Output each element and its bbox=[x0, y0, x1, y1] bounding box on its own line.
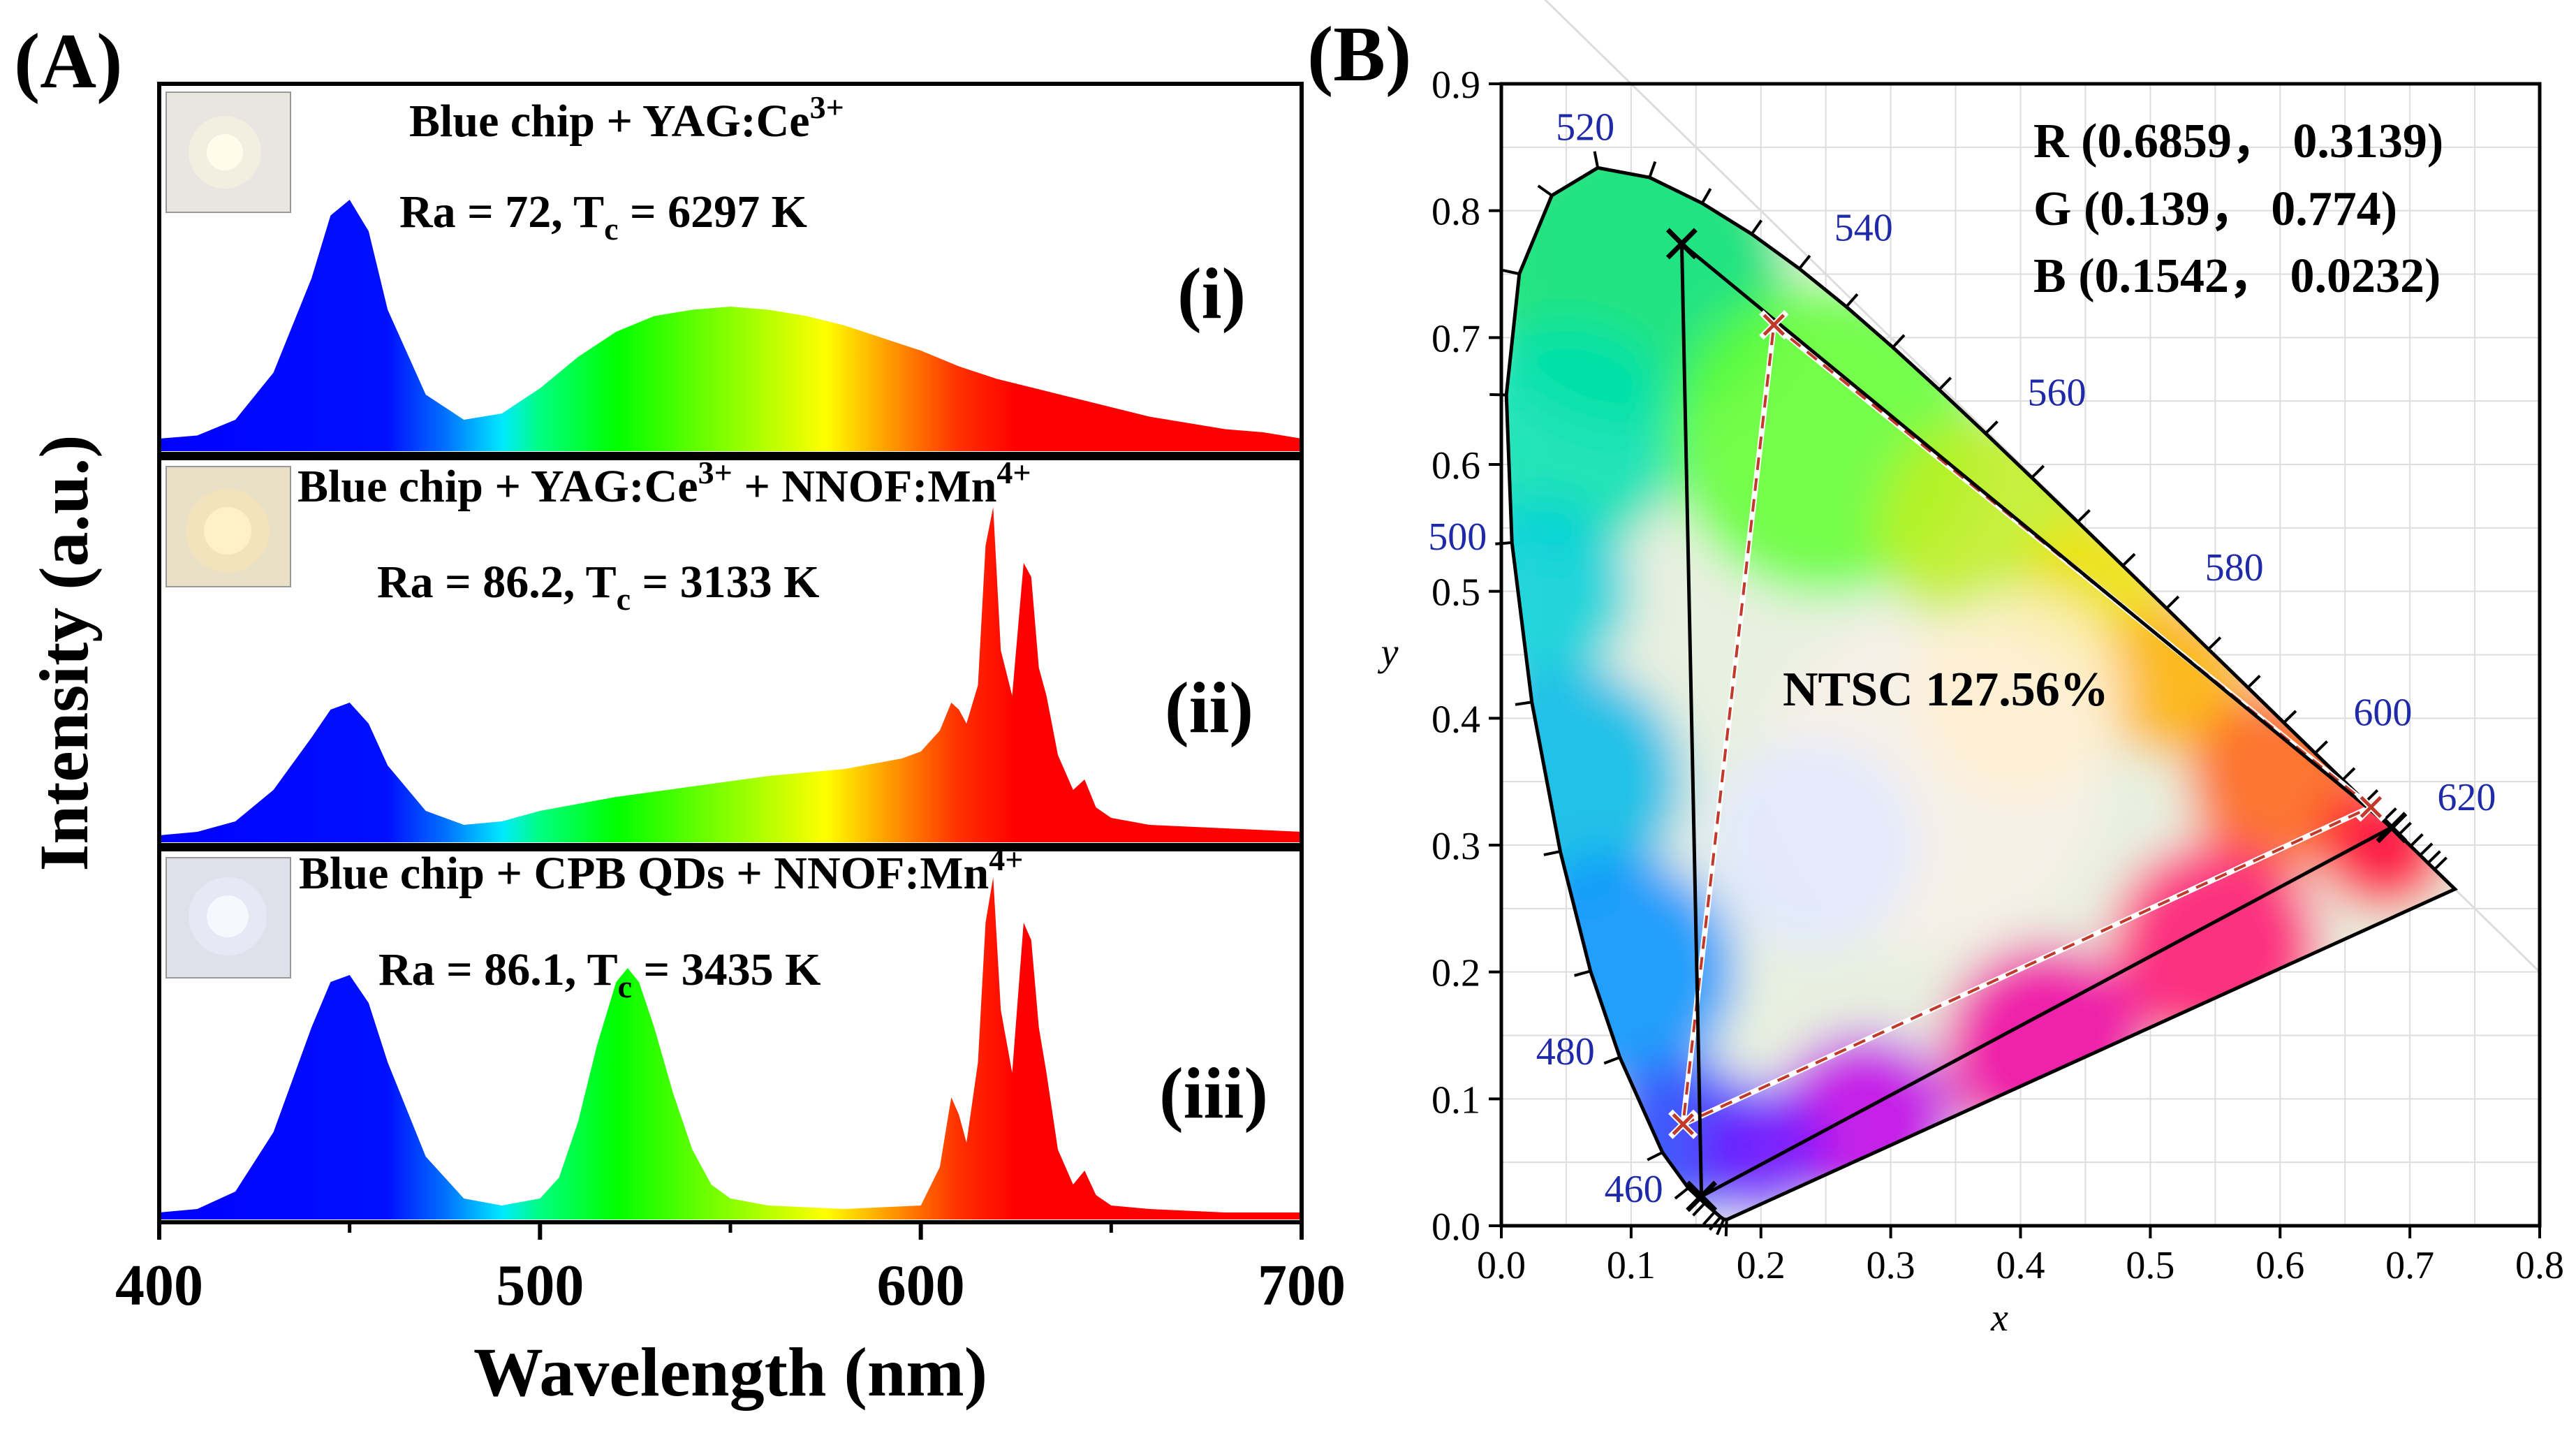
locus-wavelength-ticks bbox=[1489, 151, 2448, 1237]
spectrum-x-tick-label: 500 bbox=[496, 1253, 584, 1318]
spectrum-y-label: Intensity (a.u.) bbox=[25, 434, 103, 871]
spectrum-iii-area bbox=[159, 877, 1302, 1219]
sample-vertex-marker bbox=[1665, 228, 1698, 260]
gamut-triangles bbox=[1665, 228, 2408, 1212]
cie-x-tick-label: 0.6 bbox=[2255, 1244, 2304, 1287]
cie-x-tick-label: 0.7 bbox=[2385, 1244, 2434, 1287]
locus-wavelength-labels: 520 540 560 580 600 620 500 480 460 bbox=[1428, 105, 2496, 1211]
panel-a: (A) Blue chip + YAG:Ce3+ Ra = 72, Tc = 6… bbox=[14, 18, 1346, 1411]
cie-x-tick-label: 0.8 bbox=[2515, 1244, 2564, 1287]
spectrum-iii-title: Blue chip + CPB QDs + NNOF:Mn4+ bbox=[299, 842, 1023, 899]
cie-y-label: y bbox=[1378, 631, 1399, 675]
spectrum-x-tick-label: 700 bbox=[1258, 1253, 1346, 1318]
cie-y-tick-label: 0.4 bbox=[1431, 698, 1480, 741]
locus-wavelength-label: 600 bbox=[2353, 691, 2412, 734]
cie-x-tick-label: 0.1 bbox=[1607, 1244, 1656, 1287]
spectrum-iii-roman: (iii) bbox=[1159, 1053, 1268, 1134]
coord-r: R (0.6859， 0.3139) bbox=[2033, 115, 2443, 168]
cie-axes: 0.0 0.1 0.2 0.3 0.4 0.5 0.6 0.7 0.8 0.0 0.1 0.2 0.3 0… bbox=[1431, 64, 2564, 1287]
spectrum-frame-i bbox=[157, 82, 1304, 456]
spectrum-i-roman: (i) bbox=[1177, 254, 1246, 334]
spectrum-i-title: Blue chip + YAG:Ce3+ bbox=[409, 89, 844, 147]
spectrum-ii-area bbox=[159, 507, 1302, 842]
coord-g: G (0.139， 0.774) bbox=[2033, 182, 2397, 236]
led-photo-iii bbox=[165, 857, 291, 979]
sample-triangle bbox=[1679, 240, 2395, 1200]
cie-x-label: x bbox=[1990, 1296, 2008, 1340]
locus-wavelength-label: 580 bbox=[2205, 546, 2264, 589]
cie-x-tick-label: 0.4 bbox=[1996, 1244, 2045, 1287]
spectrum-iii-ra: Ra = 86.1, Tc = 3435 K bbox=[378, 944, 820, 1004]
cie-y-tick-label: 0.8 bbox=[1431, 191, 1480, 234]
cie-x-tick-label: 0.0 bbox=[1477, 1244, 1526, 1287]
ntsc-vertex-marker bbox=[1672, 1113, 1694, 1136]
spectra-fills bbox=[159, 200, 1302, 1219]
coord-b: B (0.1542， 0.0232) bbox=[2033, 249, 2441, 303]
spectrum-x-axis: 400 500 600 700 bbox=[115, 1222, 1346, 1318]
rgb-coordinates: R (0.6859， 0.3139) G (0.139， 0.774) B (0… bbox=[2033, 115, 2443, 303]
spectrum-x-label: Wavelength (nm) bbox=[473, 1333, 987, 1411]
cie-x-tick-label: 0.5 bbox=[2126, 1244, 2174, 1287]
panel-a-label: (A) bbox=[14, 18, 122, 105]
locus-wavelength-label: 540 bbox=[1834, 207, 1893, 250]
ntsc-vertex-marker bbox=[1762, 314, 1786, 336]
ntsc-label: NTSC 127.56% bbox=[1783, 663, 2109, 717]
spectrum-frame-ii bbox=[157, 456, 1304, 847]
led-photo-ii bbox=[165, 466, 291, 587]
cie-y-tick-label: 0.0 bbox=[1431, 1206, 1480, 1249]
cie-y-tick-label: 0.5 bbox=[1431, 571, 1480, 615]
locus-wavelength-label: 480 bbox=[1536, 1030, 1595, 1073]
locus-wavelength-label: 520 bbox=[1556, 105, 1614, 149]
spectrum-ii-ra: Ra = 86.2, Tc = 3133 K bbox=[377, 557, 819, 617]
spectrum-ii-roman: (ii) bbox=[1165, 668, 1253, 748]
locus-wavelength-label: 500 bbox=[1428, 515, 1487, 559]
spectrum-i-area bbox=[159, 200, 1302, 451]
sample-vertex-marker bbox=[1686, 1180, 1718, 1212]
ntsc-vertex-marker bbox=[2360, 796, 2383, 819]
cie-y-tick-label: 0.6 bbox=[1431, 444, 1480, 488]
cie-y-tick-label: 0.3 bbox=[1431, 825, 1480, 868]
spectrum-ii-title: Blue chip + YAG:Ce3+ + NNOF:Mn4+ bbox=[297, 455, 1031, 512]
cie-y-tick-label: 0.1 bbox=[1431, 1078, 1480, 1122]
cie-x-tick-label: 0.2 bbox=[1737, 1244, 1786, 1287]
spectrum-x-tick-label: 400 bbox=[115, 1253, 203, 1318]
spectrum-x-tick-label: 600 bbox=[877, 1253, 965, 1318]
cie-y-tick-label: 0.2 bbox=[1431, 952, 1480, 995]
cie-x-tick-label: 0.3 bbox=[1867, 1244, 1915, 1287]
cie-y-tick-label: 0.7 bbox=[1431, 317, 1480, 360]
locus-wavelength-label: 620 bbox=[2437, 776, 2496, 819]
led-photo-i bbox=[165, 91, 291, 213]
spectrum-i-ra: Ra = 72, Tc = 6297 K bbox=[399, 186, 807, 247]
panel-b-label: (B) bbox=[1307, 11, 1411, 98]
cie-y-tick-label: 0.9 bbox=[1431, 64, 1480, 107]
locus-wavelength-label: 560 bbox=[2027, 371, 2086, 414]
locus-wavelength-label: 460 bbox=[1605, 1168, 1663, 1211]
